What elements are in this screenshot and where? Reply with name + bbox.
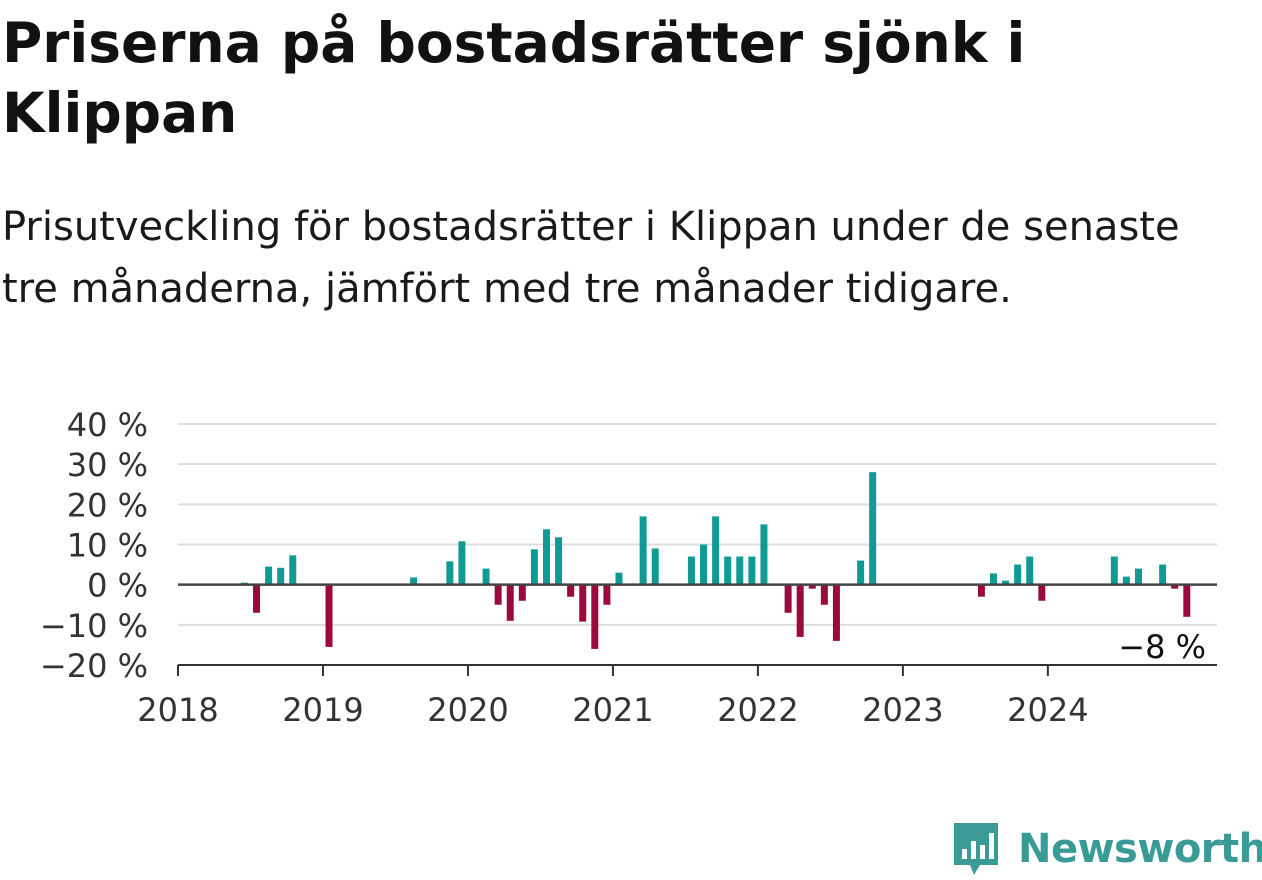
bar bbox=[1026, 556, 1034, 585]
bar bbox=[591, 584, 599, 649]
bar bbox=[1134, 568, 1142, 585]
bar bbox=[410, 577, 418, 585]
x-tick-label: 2023 bbox=[862, 691, 943, 729]
y-tick-label: 10 % bbox=[67, 527, 148, 565]
y-tick-label: 30 % bbox=[67, 446, 148, 484]
bar bbox=[506, 584, 514, 621]
x-tick-label: 2018 bbox=[137, 691, 218, 729]
bar bbox=[712, 516, 720, 585]
bar bbox=[1002, 580, 1010, 585]
bar bbox=[869, 472, 877, 585]
bar bbox=[832, 584, 840, 641]
bar bbox=[289, 555, 297, 585]
bar bbox=[687, 556, 695, 585]
bar bbox=[555, 537, 563, 585]
bar bbox=[518, 584, 526, 601]
bar bbox=[603, 584, 611, 605]
bar-chart: 40 %30 %20 %10 %0 %−10 %−20 % 2018 2019 202… bbox=[40, 406, 1217, 729]
bar bbox=[530, 549, 538, 585]
bar bbox=[820, 584, 828, 605]
bar bbox=[1122, 576, 1130, 585]
bar bbox=[1159, 564, 1167, 585]
bar bbox=[748, 556, 756, 585]
bar bbox=[736, 556, 744, 585]
bar bbox=[808, 584, 816, 589]
y-tick-label: 20 % bbox=[67, 486, 148, 524]
x-tick-label: 2024 bbox=[1007, 691, 1088, 729]
bar bbox=[542, 529, 550, 585]
bar bbox=[579, 584, 587, 622]
bar bbox=[857, 560, 865, 585]
bar bbox=[458, 541, 466, 585]
bar bbox=[700, 544, 708, 585]
bar bbox=[1038, 584, 1046, 601]
bar bbox=[651, 548, 659, 585]
x-tick-label: 2022 bbox=[717, 691, 798, 729]
bar bbox=[1171, 584, 1179, 589]
x-tick-label: 2019 bbox=[282, 691, 363, 729]
bar bbox=[989, 573, 997, 585]
logo-text: Newsworthy bbox=[1018, 826, 1262, 872]
bar bbox=[615, 572, 623, 585]
bar bbox=[567, 584, 575, 597]
bar bbox=[977, 584, 985, 597]
bar bbox=[1110, 556, 1118, 585]
bar bbox=[760, 524, 768, 585]
data-label: −8 % bbox=[1118, 628, 1206, 666]
y-tick-label: −10 % bbox=[40, 607, 148, 645]
bar bbox=[1014, 564, 1022, 585]
x-tick-label: 2020 bbox=[427, 691, 508, 729]
bar bbox=[784, 584, 792, 613]
bar bbox=[253, 584, 261, 613]
bar bbox=[482, 568, 490, 585]
bar bbox=[724, 556, 732, 585]
newsworthy-logo: Newsworthy bbox=[950, 818, 1262, 880]
y-tick-label: 40 % bbox=[67, 406, 148, 444]
bar bbox=[446, 561, 454, 585]
bar bbox=[796, 584, 804, 637]
bar bbox=[265, 566, 273, 585]
bar bbox=[494, 584, 502, 605]
x-tick-label: 2021 bbox=[572, 691, 653, 729]
bar bbox=[639, 516, 647, 585]
bar-chart-speech-bubble-icon bbox=[954, 823, 998, 875]
bar bbox=[277, 567, 285, 585]
chart-subtitle: Prisutveckling för bostadsrätter i Klipp… bbox=[2, 204, 1180, 312]
chart-title: Priserna på bostadsrätter sjönk i Klippa… bbox=[2, 11, 1026, 145]
y-tick-label: 0 % bbox=[87, 567, 148, 605]
bar bbox=[325, 584, 333, 647]
y-tick-label: −20 % bbox=[40, 647, 148, 685]
bar bbox=[1183, 584, 1191, 617]
